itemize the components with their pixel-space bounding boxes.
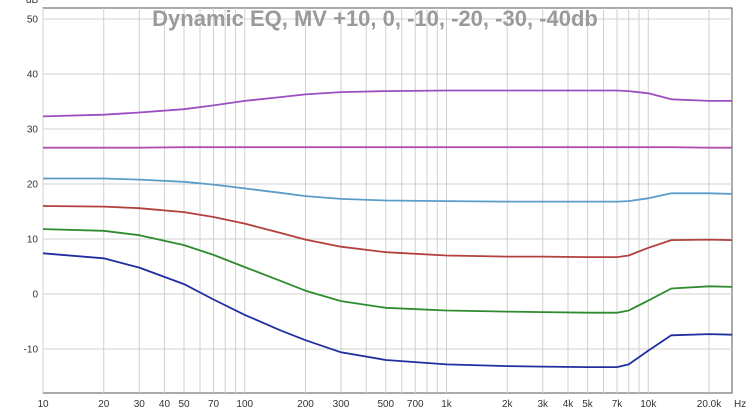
y-tick-label: 0 [32, 290, 38, 301]
series-line-6 [42, 252, 733, 369]
x-tick-label: 10 [37, 399, 49, 410]
series-line-1 [42, 89, 732, 118]
y-axis-ticks: -10 0 10 20 30 40 50 [24, 15, 39, 356]
y-tick-label: 30 [27, 125, 39, 136]
x-tick-label: 20 [98, 399, 110, 410]
x-axis-label: Hz [734, 399, 746, 410]
x-axis-ticks: 10 20 30 40 50 70 100 200 300 500 700 1k 2k 3k 4k 5k 7k 1… [37, 399, 722, 410]
x-tick-label: 50 [178, 399, 190, 410]
x-tick-label: 10k [640, 399, 657, 410]
x-tick-label: 100 [236, 399, 253, 410]
x-tick-label: 500 [377, 399, 394, 410]
x-tick-label: 700 [407, 399, 424, 410]
x-tick-label: 4k [563, 399, 575, 410]
y-tick-label: 10 [27, 235, 39, 246]
series-layer [42, 89, 733, 369]
x-tick-label: 70 [208, 399, 220, 410]
x-tick-label: 40 [159, 399, 171, 410]
x-tick-label: 1k [441, 399, 453, 410]
y-tick-label: 20 [27, 180, 39, 191]
x-tick-label: 20.0k [697, 399, 722, 410]
y-tick-label: -10 [24, 345, 39, 356]
series-line-5 [42, 228, 733, 314]
y-tick-label: 50 [27, 15, 39, 26]
x-tick-label: 7k [612, 399, 624, 410]
series-line-3 [43, 177, 733, 203]
chart-title: Dynamic EQ, MV +10, 0, -10, -20, -30, -4… [152, 6, 598, 31]
x-tick-label: 300 [333, 399, 350, 410]
x-tick-label: 2k [502, 399, 514, 410]
x-tick-label: 200 [297, 399, 314, 410]
y-tick-label: 40 [27, 70, 39, 81]
x-tick-label: 5k [582, 399, 594, 410]
x-tick-label: 3k [537, 399, 549, 410]
y-axis-label: dB [26, 0, 39, 6]
series-line-2 [43, 146, 732, 149]
series-line-4 [42, 205, 733, 259]
x-tick-label: 30 [134, 399, 146, 410]
